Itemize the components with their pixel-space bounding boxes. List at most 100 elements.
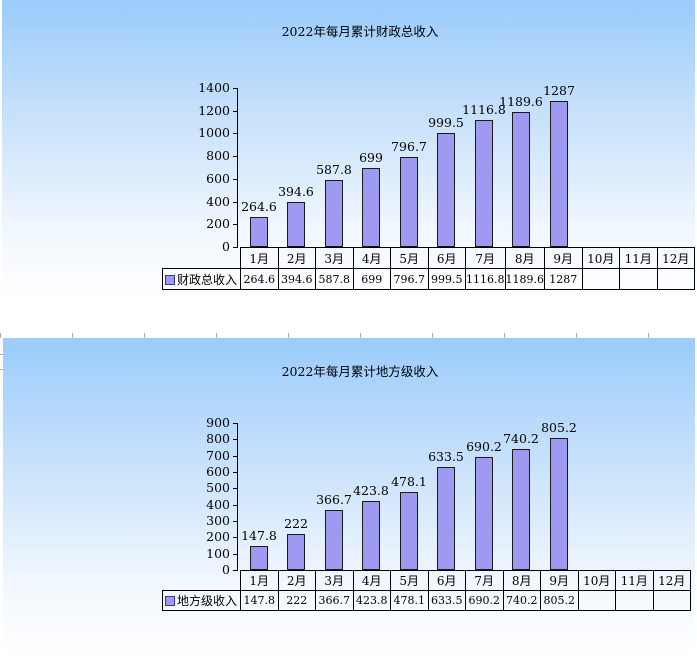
chart-data-table: 1月 2月 3月 4月 5月 6月 7月 8月 9月 10月 11月 12月 财政总收入 264.6 394…	[162, 247, 695, 290]
y-tick-mark	[233, 423, 237, 424]
bar-month-2	[287, 534, 305, 570]
y-tick-label: 200	[206, 216, 230, 231]
bar-month-8	[512, 112, 530, 247]
y-tick-label: 400	[206, 497, 230, 512]
month-header-2: 2月	[277, 570, 316, 591]
table-value-month-5: 796.7	[390, 268, 429, 290]
row-gridline-stub	[0, 369, 3, 370]
month-header-5: 5月	[390, 247, 429, 269]
table-value-month-7: 1116.8	[465, 268, 506, 290]
month-header-12: 12月	[652, 570, 691, 591]
bar-value-label: 633.5	[428, 449, 464, 464]
table-value-month-6: 633.5	[427, 590, 466, 611]
series-legend-cell: 地方级收入	[162, 590, 241, 611]
y-tick-label: 400	[206, 194, 230, 209]
month-header-11: 11月	[615, 570, 654, 591]
bar-month-3	[325, 510, 343, 570]
bar-month-8	[512, 449, 530, 570]
bar-month-1	[250, 217, 268, 247]
bar-value-label: 587.8	[316, 162, 352, 177]
month-header-8: 8月	[504, 247, 545, 269]
chart-panel-local-revenue[interactable]: 2022年每月累计地方级收入 0 100 200 300 400 500 600 700 800…	[3, 338, 695, 656]
month-header-10: 10月	[581, 247, 620, 269]
bar-month-7	[475, 120, 493, 247]
month-header-6: 6月	[427, 570, 466, 591]
column-gridline-stub	[288, 333, 289, 338]
y-tick-mark	[233, 570, 237, 571]
month-header-6: 6月	[427, 247, 466, 269]
table-value-month-12	[656, 268, 695, 290]
y-tick-mark	[233, 133, 237, 134]
y-tick-label: 200	[206, 529, 230, 544]
bar-value-label: 699	[359, 150, 383, 165]
month-header-4: 4月	[352, 247, 391, 269]
bar-month-6	[437, 467, 455, 570]
bar-month-5	[400, 157, 418, 247]
bar-value-label: 366.7	[316, 492, 352, 507]
bar-month-4	[362, 501, 380, 570]
table-value-month-6: 999.5	[427, 268, 466, 290]
y-tick-label: 700	[206, 448, 230, 463]
table-value-month-3: 366.7	[315, 590, 354, 611]
y-tick-label: 0	[222, 562, 230, 577]
bar-value-label: 796.7	[391, 139, 427, 154]
table-value-month-8: 1189.6	[504, 268, 545, 290]
bar-value-label: 222	[284, 516, 308, 531]
month-header-12: 12月	[656, 247, 695, 269]
series-legend-cell: 财政总收入	[162, 268, 241, 290]
y-tick-mark	[233, 247, 237, 248]
y-tick-label: 500	[206, 480, 230, 495]
bar-month-9	[550, 101, 568, 247]
month-header-3: 3月	[315, 247, 354, 269]
column-gridline-stub	[0, 333, 1, 338]
month-header-1: 1月	[240, 247, 279, 269]
month-header-9: 9月	[540, 570, 579, 591]
y-axis-line	[237, 88, 238, 248]
column-gridline-stub	[504, 333, 505, 338]
y-tick-label: 800	[206, 148, 230, 163]
table-value-month-9: 805.2	[540, 590, 579, 611]
month-header-8: 8月	[502, 570, 541, 591]
bar-value-label: 478.1	[391, 474, 427, 489]
bar-month-5	[400, 492, 418, 570]
table-value-month-3: 587.8	[315, 268, 354, 290]
bar-month-9	[550, 438, 568, 570]
bar-month-2	[287, 202, 305, 247]
table-value-month-11	[615, 590, 654, 611]
month-header-5: 5月	[390, 570, 429, 591]
bar-value-label: 264.6	[241, 199, 277, 214]
table-corner-empty	[163, 248, 241, 269]
bar-month-1	[250, 546, 268, 570]
month-header-10: 10月	[577, 570, 616, 591]
row-gridline-stub	[0, 354, 3, 355]
chart-title: 2022年每月累计财政总收入	[281, 24, 439, 39]
y-tick-mark	[233, 537, 237, 538]
bar-month-6	[437, 133, 455, 247]
table-value-month-7: 690.2	[465, 590, 504, 611]
y-tick-mark	[233, 224, 237, 225]
y-tick-label: 800	[206, 431, 230, 446]
month-header-4: 4月	[352, 570, 391, 591]
month-header-7: 7月	[465, 570, 504, 591]
column-gridline-stub	[432, 333, 433, 338]
month-header-7: 7月	[465, 247, 506, 269]
chart-data-table: 1月 2月 3月 4月 5月 6月 7月 8月 9月 10月 11月 12月 地方级收入 147.8 222…	[162, 570, 691, 611]
bar-value-label: 147.8	[241, 528, 277, 543]
table-value-month-8: 740.2	[502, 590, 541, 611]
y-tick-label: 100	[206, 546, 230, 561]
table-value-month-11	[619, 268, 658, 290]
y-tick-mark	[233, 456, 237, 457]
bar-month-4	[362, 168, 380, 247]
table-value-month-2: 394.6	[277, 268, 316, 290]
y-tick-mark	[233, 439, 237, 440]
table-corner-empty	[163, 571, 241, 591]
column-gridline-stub	[576, 333, 577, 338]
table-value-month-10	[581, 268, 620, 290]
y-tick-label: 300	[206, 513, 230, 528]
series-legend-label: 地方级收入	[177, 594, 238, 608]
y-tick-mark	[233, 554, 237, 555]
y-axis-line	[237, 423, 238, 571]
y-tick-mark	[233, 111, 237, 112]
chart-panel-fiscal-total[interactable]: 2022年每月累计财政总收入 0 200 400 600 800 1000 1200 1400…	[2, 0, 695, 300]
